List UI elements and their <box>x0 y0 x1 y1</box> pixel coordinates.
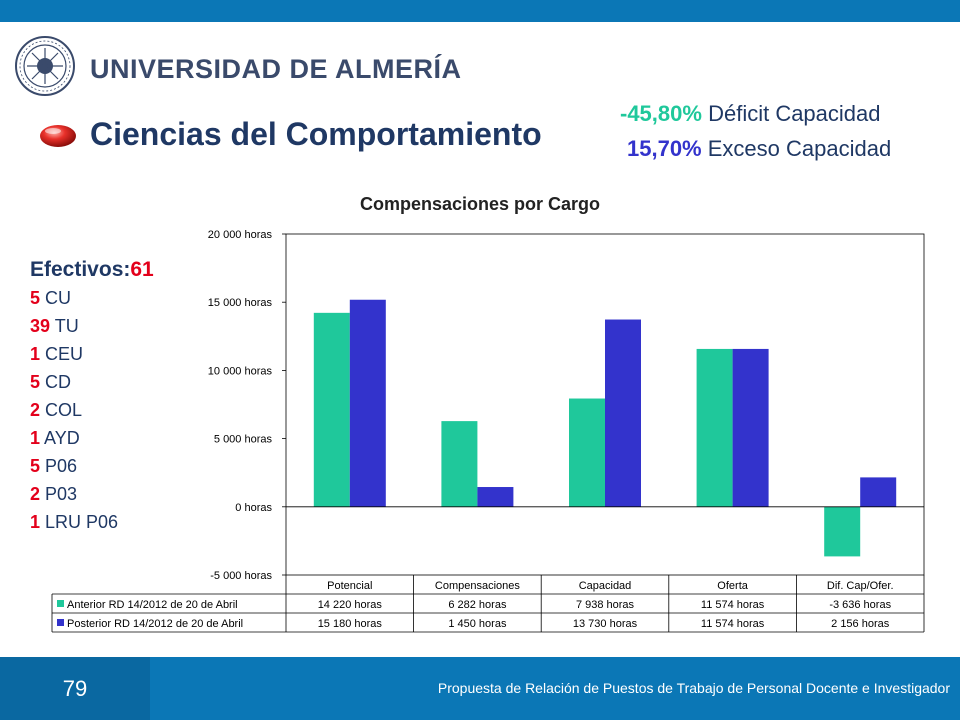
efectivos-item: 39 TU <box>30 312 154 340</box>
data-label: 11 574 horas <box>701 618 765 630</box>
bar <box>696 348 733 507</box>
legend-swatch <box>57 600 64 607</box>
efectivos-item-code: P06 <box>45 456 78 476</box>
bar <box>313 312 350 507</box>
efectivos-item-code: CU <box>45 288 72 308</box>
legend-label: Anterior RD 14/2012 de 20 de Abril <box>67 599 238 611</box>
excess-label: Exceso Capacidad <box>707 136 892 161</box>
excess-value: 15,70% <box>627 136 702 161</box>
data-label: 14 220 horas <box>318 599 383 611</box>
data-label: -3 636 horas <box>829 599 891 611</box>
deficit-value: -45,80% <box>620 101 702 126</box>
efectivos-item: 2 COL <box>30 396 154 424</box>
bar <box>824 506 861 557</box>
efectivos-item-count: 2 <box>30 400 41 420</box>
page-number-box <box>0 657 150 720</box>
y-tick-label: -5 000 horas <box>210 570 272 582</box>
y-tick-label: 20 000 horas <box>208 229 273 241</box>
efectivos-item-count: 2 <box>30 484 41 504</box>
chart-title: Compensaciones por Cargo <box>359 194 601 214</box>
data-label: 13 730 horas <box>573 618 638 630</box>
efectivos-item-count: 1 <box>30 344 41 364</box>
efectivos-item-count: 5 <box>30 456 41 476</box>
efectivos-item-count: 5 <box>30 288 41 308</box>
data-label: 7 938 horas <box>576 599 635 611</box>
page-title: Ciencias del Comportamiento <box>90 116 542 152</box>
y-tick-label: 10 000 horas <box>208 365 273 377</box>
efectivos-item-count: 5 <box>30 372 41 392</box>
bar <box>477 487 514 507</box>
page-number: 79 <box>62 676 88 701</box>
top-bar <box>0 0 960 22</box>
y-tick-label: 0 horas <box>235 502 272 514</box>
red-bullet-icon <box>40 125 76 147</box>
efectivos-item: 1 AYD <box>30 424 154 452</box>
efectivos-list: Efectivos:61 5 CU 39 TU 1 CEU 5 CD 2 COL… <box>30 256 154 536</box>
x-category-label: Compensaciones <box>435 580 520 592</box>
efectivos-item-count: 1 <box>30 428 41 448</box>
data-label: 15 180 horas <box>318 618 383 630</box>
plot-area <box>285 233 925 576</box>
deficit-label: Déficit Capacidad <box>708 101 881 126</box>
data-label: 2 156 horas <box>831 618 890 630</box>
efectivos-heading: Efectivos:61 <box>30 256 154 284</box>
efectivos-item-code: AYD <box>44 428 80 448</box>
legend-swatch <box>57 619 64 626</box>
efectivos-item-code: TU <box>54 316 79 336</box>
bar <box>732 348 769 507</box>
bottom-bar <box>0 657 960 720</box>
bar <box>569 398 605 507</box>
efectivos-item: 2 P03 <box>30 480 154 508</box>
excess-stat: 15,70% Exceso Capacidad <box>627 136 891 162</box>
y-tick-label: 5 000 horas <box>214 434 273 446</box>
efectivos-item-code: CEU <box>45 344 84 364</box>
efectivos-item-count: 1 <box>30 512 41 532</box>
efectivos-item-code: LRU P06 <box>45 512 119 532</box>
efectivos-item-code: COL <box>45 400 83 420</box>
efectivos-label: Efectivos: <box>30 258 131 281</box>
efectivos-item: 5 P06 <box>30 452 154 480</box>
efectivos-item: 5 CU <box>30 284 154 312</box>
efectivos-item-count: 39 <box>30 316 51 336</box>
efectivos-item: 1 CEU <box>30 340 154 368</box>
footer-text: Propuesta de Relación de Puestos de Trab… <box>437 680 950 696</box>
data-label: 1 450 horas <box>448 618 507 630</box>
university-seal-icon <box>15 36 75 96</box>
bar <box>349 299 386 507</box>
x-category-label: Potencial <box>327 580 372 592</box>
x-category-label: Capacidad <box>579 580 632 592</box>
x-category-label: Dif. Cap/Ofer. <box>827 580 894 592</box>
bar <box>605 319 641 507</box>
efectivos-total: 61 <box>130 258 154 281</box>
x-category-label: Oferta <box>717 580 748 592</box>
efectivos-item: 5 CD <box>30 368 154 396</box>
deficit-stat: -45,80% Déficit Capacidad <box>620 101 881 127</box>
data-label: 6 282 horas <box>448 599 507 611</box>
university-name: UNIVERSIDAD DE ALMERÍA <box>90 54 462 84</box>
legend-label: Posterior RD 14/2012 de 20 de Abril <box>67 618 243 630</box>
efectivos-item: 1 LRU P06 <box>30 508 154 536</box>
efectivos-item-code: CD <box>45 372 72 392</box>
bar <box>441 421 478 507</box>
data-label: 11 574 horas <box>701 599 765 611</box>
efectivos-item-code: P03 <box>45 484 78 504</box>
bar <box>860 477 897 507</box>
y-tick-label: 15 000 horas <box>208 297 273 309</box>
